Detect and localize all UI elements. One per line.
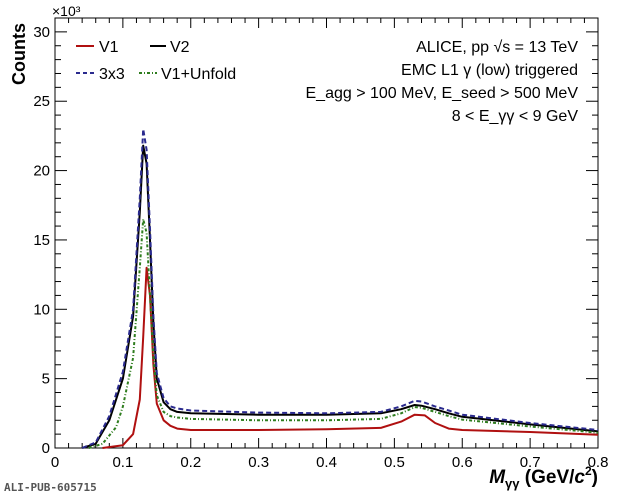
ticks-layer: 0 0.1 0.2 0.3 0.4 0.5 0.6 0.7 0.8 0 5 10 15 20 25 30: [33, 18, 608, 471]
annotations: ALICE, pp √s = 13 TeV EMC L1 γ (low) tri…: [306, 39, 579, 125]
annotation-egg-range: 8 < E_γγ < 9 GeV: [452, 108, 579, 125]
x-axis-title: Mγγ (GeV/c2): [489, 464, 598, 491]
legend-label-v1: V1: [99, 39, 119, 56]
y-tick-label: 0: [42, 440, 50, 457]
x-tick-label: 0.4: [316, 454, 337, 471]
annotation-energy-cuts: E_agg > 100 MeV, E_seed > 500 MeV: [306, 85, 579, 102]
series-layer: [81, 128, 599, 449]
y-axis-title: Counts: [9, 23, 29, 85]
x-tick-label: 0.7: [520, 454, 541, 471]
y-tick-label: 10: [33, 301, 50, 318]
legend: V1 V2 3x3 V1+Unfold: [76, 39, 236, 83]
x-tick-label: 0.8: [588, 454, 609, 471]
x-tick-label: 0.3: [248, 454, 269, 471]
series-line-v1-unfold: [88, 218, 599, 449]
x-tick-label: 0.2: [180, 454, 201, 471]
series-line-3x3: [81, 128, 599, 449]
legend-label-v2: V2: [170, 39, 190, 56]
x-tick-label: 0: [51, 454, 59, 471]
y-tick-label: 20: [33, 163, 50, 180]
x-tick-label: 0.1: [112, 454, 133, 471]
y-tick-label: 25: [33, 93, 50, 110]
y-tick-label: 15: [33, 232, 50, 249]
x-tick-label: 0.5: [384, 454, 405, 471]
x-tick-label: 0.6: [452, 454, 473, 471]
publication-id: ALI-PUB-605715: [4, 481, 97, 494]
y-tick-label: 5: [42, 371, 50, 388]
legend-label-v1-unfold: V1+Unfold: [161, 66, 236, 83]
legend-label-3x3: 3x3: [99, 66, 125, 83]
y-tick-label: 30: [33, 24, 50, 41]
annotation-alice: ALICE, pp √s = 13 TeV: [416, 39, 578, 56]
annotation-trigger: EMC L1 γ (low) triggered: [401, 62, 578, 79]
y-multiplier: ×10³: [52, 3, 81, 19]
series-line-v1: [102, 266, 599, 449]
